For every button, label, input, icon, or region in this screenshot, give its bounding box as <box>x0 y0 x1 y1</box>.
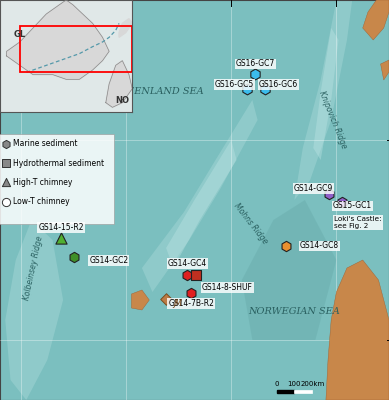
Point <box>193 272 199 278</box>
Text: Knipovich Ridge: Knipovich Ridge <box>317 90 348 150</box>
Text: NO: NO <box>116 96 130 105</box>
Polygon shape <box>166 140 237 268</box>
Polygon shape <box>363 0 389 40</box>
Text: Low-T chimney: Low-T chimney <box>12 197 69 206</box>
Point <box>244 86 250 92</box>
Polygon shape <box>142 100 258 292</box>
Text: GL: GL <box>13 30 25 39</box>
FancyBboxPatch shape <box>0 134 114 224</box>
Text: GS16-GC5: GS16-GC5 <box>215 80 254 89</box>
Text: NORWEGIAN SEA: NORWEGIAN SEA <box>249 308 340 316</box>
Text: GS14-GC4: GS14-GC4 <box>168 259 207 268</box>
Polygon shape <box>294 0 352 200</box>
Bar <box>277 390 294 392</box>
Text: GS14-GC2: GS14-GC2 <box>89 256 128 265</box>
Point <box>3 160 9 166</box>
Point <box>70 254 77 260</box>
Text: 0: 0 <box>274 381 279 387</box>
Point <box>3 179 9 186</box>
Text: Mohns Ridge: Mohns Ridge <box>231 202 269 246</box>
Text: GREENLAND SEA: GREENLAND SEA <box>112 88 203 96</box>
Text: 200km: 200km <box>300 381 324 387</box>
Text: GS14-GC9: GS14-GC9 <box>294 184 333 193</box>
Polygon shape <box>380 60 389 80</box>
Point <box>326 191 332 197</box>
Point <box>262 86 268 92</box>
Text: Kolbeinsey Ridge: Kolbeinsey Ridge <box>23 235 45 301</box>
Polygon shape <box>119 19 132 37</box>
Point <box>3 198 9 205</box>
Bar <box>294 390 312 392</box>
Text: Hydrothermal sediment: Hydrothermal sediment <box>12 159 104 168</box>
Text: GS14-15-R2: GS14-15-R2 <box>38 223 84 232</box>
Polygon shape <box>106 61 132 107</box>
Point <box>283 243 289 249</box>
Polygon shape <box>326 260 389 400</box>
Text: GS14-7B-R2: GS14-7B-R2 <box>168 299 214 308</box>
Point <box>184 272 190 278</box>
Polygon shape <box>313 28 338 160</box>
Point <box>3 141 9 147</box>
Polygon shape <box>131 290 149 310</box>
Polygon shape <box>5 220 63 400</box>
Point <box>252 71 259 77</box>
Text: GS16-GC6: GS16-GC6 <box>259 80 298 89</box>
Point <box>188 290 194 296</box>
Text: JM: JM <box>173 299 182 308</box>
Polygon shape <box>242 200 336 340</box>
Point <box>338 199 345 205</box>
Point <box>163 296 169 302</box>
Text: GS15-GC1: GS15-GC1 <box>333 202 372 210</box>
Text: 100: 100 <box>287 381 301 387</box>
Text: Loki's Castle:
see Fig. 2: Loki's Castle: see Fig. 2 <box>334 216 382 229</box>
Text: Marine sediment: Marine sediment <box>12 140 77 148</box>
Text: GS14-8-SHUF: GS14-8-SHUF <box>202 283 253 292</box>
Bar <box>20 26 132 72</box>
Polygon shape <box>7 0 109 79</box>
Text: GS16-GC7: GS16-GC7 <box>236 60 275 68</box>
Point <box>58 235 64 241</box>
Text: GS14-GC8: GS14-GC8 <box>300 242 339 250</box>
Text: High-T chimney: High-T chimney <box>12 178 72 187</box>
